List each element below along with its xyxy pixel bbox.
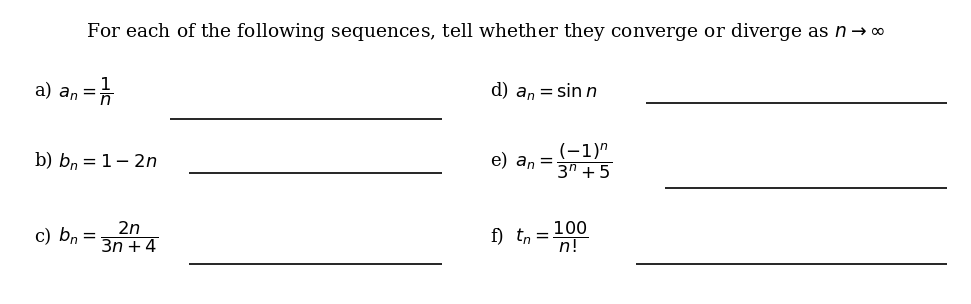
- Text: f): f): [490, 228, 504, 246]
- Text: $a_n = \dfrac{(-1)^n}{3^n+5}$: $a_n = \dfrac{(-1)^n}{3^n+5}$: [515, 141, 612, 181]
- Text: a): a): [34, 82, 51, 100]
- Text: e): e): [490, 152, 508, 170]
- Text: For each of the following sequences, tell whether they converge or diverge as $n: For each of the following sequences, tel…: [86, 21, 885, 43]
- Text: d): d): [490, 82, 509, 100]
- Text: $a_n = \dfrac{1}{n}$: $a_n = \dfrac{1}{n}$: [58, 75, 114, 108]
- Text: c): c): [34, 228, 51, 246]
- Text: $b_n = \dfrac{2n}{3n+4}$: $b_n = \dfrac{2n}{3n+4}$: [58, 219, 158, 255]
- Text: $b_n = 1 - 2n$: $b_n = 1 - 2n$: [58, 150, 157, 172]
- Text: $a_n = \sin n$: $a_n = \sin n$: [515, 81, 597, 102]
- Text: b): b): [34, 152, 52, 170]
- Text: $t_n = \dfrac{100}{n!}$: $t_n = \dfrac{100}{n!}$: [515, 219, 588, 255]
